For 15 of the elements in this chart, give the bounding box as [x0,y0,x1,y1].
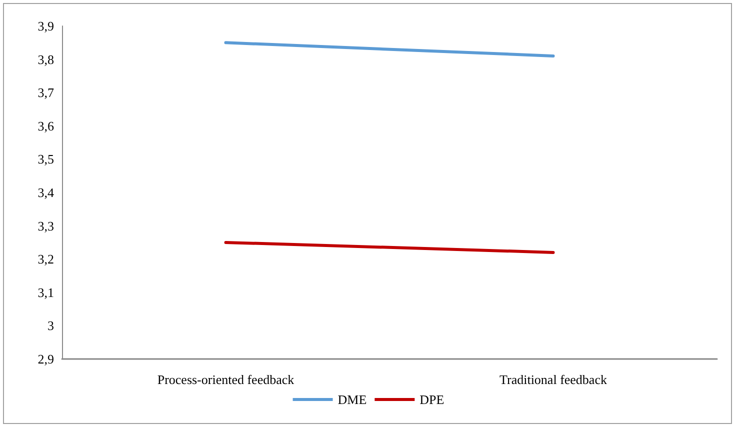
y-tick-label: 3,4 [38,185,54,200]
legend-label: DME [338,392,367,407]
x-tick-label: Process-oriented feedback [157,372,295,387]
x-tick-label: Traditional feedback [500,372,608,387]
y-tick-label: 3,2 [38,252,54,267]
y-tick-label: 3 [48,318,54,334]
y-tick-label: 2,9 [38,352,54,366]
y-tick-label: 3,9 [38,18,54,34]
y-tick-label: 3,3 [38,218,54,234]
legend-label: DPE [420,392,444,407]
y-tick-label: 3,5 [38,152,54,167]
y-tick-label: 3,7 [38,85,54,100]
y-tick-label: 3,6 [38,118,54,134]
y-tick-label: 3,8 [38,52,54,67]
y-tick-label: 3,1 [38,284,54,300]
